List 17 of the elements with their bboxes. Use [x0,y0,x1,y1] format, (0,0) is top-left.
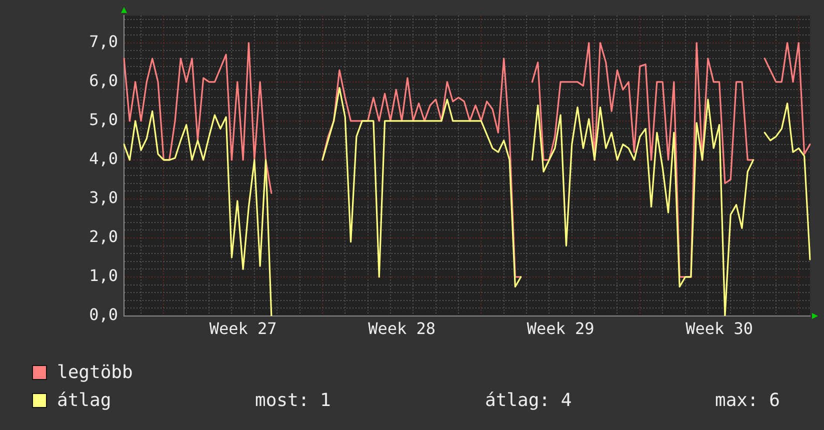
y-tick-label: 4,0 [89,149,118,168]
y-tick-label: 0,0 [89,305,118,324]
y-tick-label: 6,0 [89,71,118,90]
x-tick-label: Week 28 [368,318,436,338]
y-tick-label: 7,0 [89,32,118,52]
y-tick-label: 1,0 [89,266,118,286]
y-tick-label: 3,0 [89,188,118,208]
text: átlag: 4 [485,390,572,411]
x-tick-label: Week 29 [526,318,594,338]
text: most: 1 [255,390,331,411]
y-tick-label: 5,0 [89,110,118,130]
legend-label: legtöbb [57,362,133,383]
text: max: 6 [715,390,780,411]
x-tick-label: Week 30 [686,318,754,338]
y-tick-label: 2,0 [89,227,118,246]
legend-label: átlag [57,390,112,411]
x-tick-label: Week 27 [209,318,277,338]
